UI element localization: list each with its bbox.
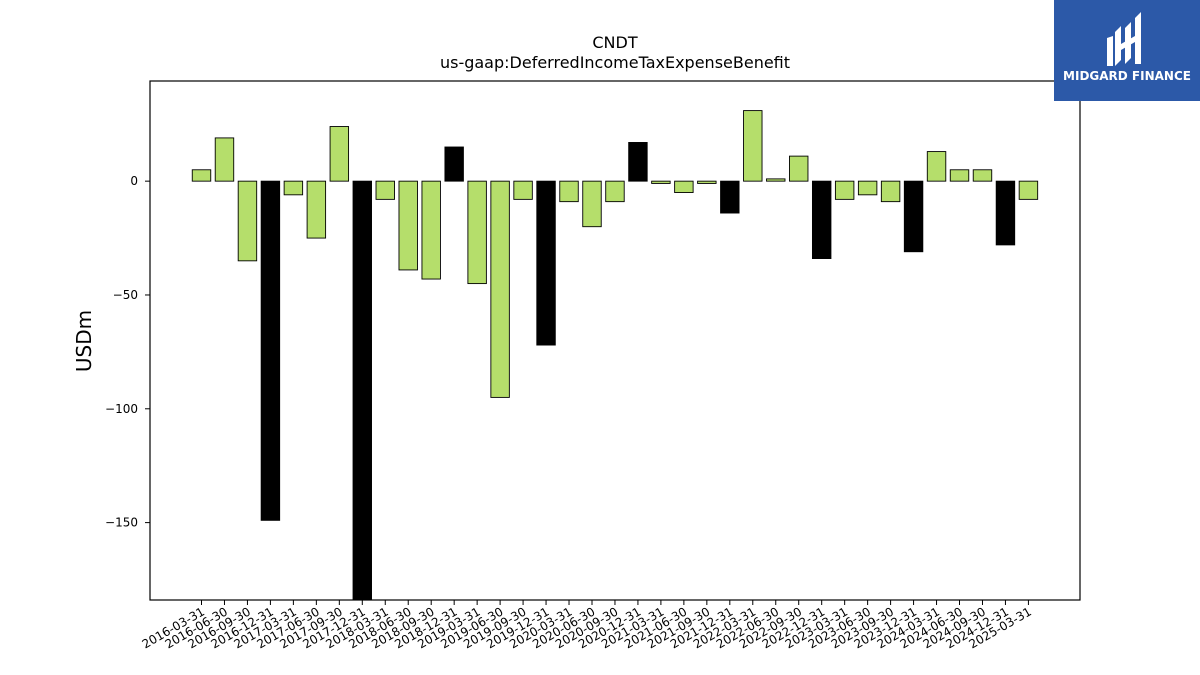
- bar-2018-12-31: [444, 146, 464, 182]
- bar-2017-03-31: [283, 180, 304, 196]
- logo-mark-icon: [1107, 12, 1141, 66]
- bar-2019-09-30: [513, 180, 533, 200]
- bar-2024-12-31: [995, 180, 1016, 246]
- bar-2024-03-31: [926, 151, 947, 182]
- bar-2020-09-30: [605, 180, 625, 203]
- chart-title: CNDT: [592, 33, 637, 52]
- chart-subtitle: us-gaap:DeferredIncomeTaxExpenseBenefit: [440, 53, 790, 72]
- bar-2024-06-30: [949, 169, 970, 182]
- bar-2022-03-31: [743, 110, 763, 182]
- bar-2016-03-31: [191, 169, 212, 182]
- bar-2022-09-30: [789, 155, 809, 182]
- bar-2021-03-31: [651, 180, 671, 184]
- bar-2018-03-31: [375, 180, 395, 200]
- bar-2018-06-30: [398, 180, 418, 271]
- bar-2017-09-30: [329, 126, 350, 182]
- bar-2017-06-30: [306, 180, 327, 239]
- logo-text: MIDGARD FINANCE: [1063, 69, 1191, 83]
- bar-2020-06-30: [582, 180, 602, 228]
- bar-2019-06-30: [490, 180, 510, 398]
- y-axis-label: USDm: [72, 310, 96, 372]
- bar-2019-03-31: [467, 180, 487, 285]
- y-tick-label: −100: [105, 402, 138, 416]
- y-tick-label: −50: [113, 288, 138, 302]
- bar-2021-09-30: [697, 180, 717, 184]
- bar-2019-12-31: [536, 180, 556, 346]
- bar-2022-06-30: [766, 178, 786, 182]
- bar-2020-03-31: [559, 180, 579, 203]
- y-tick-label: −150: [105, 516, 138, 530]
- bar-2025-03-31: [1018, 180, 1039, 200]
- bar-2016-06-30: [214, 137, 235, 182]
- bar-2023-12-31: [903, 180, 924, 253]
- bar-2021-06-30: [674, 180, 694, 193]
- bar-2023-09-30: [880, 180, 901, 203]
- bar-2023-03-31: [834, 180, 855, 200]
- brand-logo: MIDGARD FINANCE: [1054, 0, 1200, 101]
- bar-2016-09-30: [237, 180, 258, 262]
- bar-2016-12-31: [260, 180, 281, 521]
- y-tick-label: 0: [130, 174, 138, 188]
- bar-2021-12-31: [720, 180, 740, 214]
- bar-2017-12-31: [352, 180, 372, 600]
- bar-2024-09-30: [972, 169, 993, 182]
- bar-2022-12-31: [811, 180, 832, 260]
- bar-2018-09-30: [421, 180, 441, 280]
- bar-2023-06-30: [857, 180, 878, 196]
- bar-2020-12-31: [628, 142, 648, 182]
